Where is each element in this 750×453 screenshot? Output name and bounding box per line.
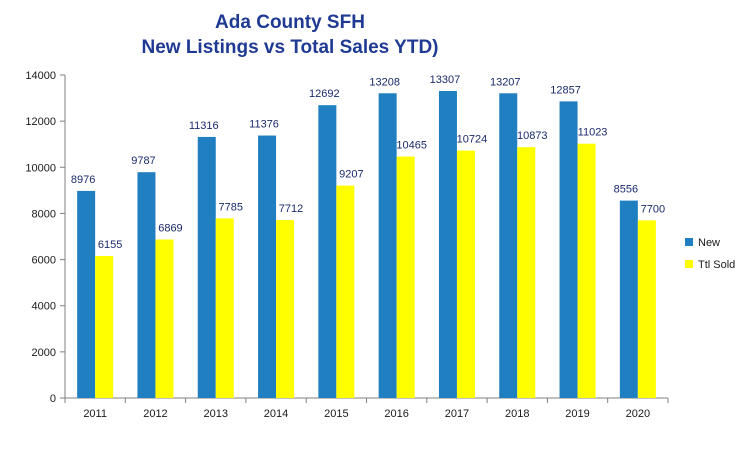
x-tick-label: 2017 <box>445 408 469 420</box>
x-tick-label: 2011 <box>83 408 107 420</box>
bar-new <box>438 90 457 399</box>
y-tick-label: 8000 <box>32 208 56 220</box>
data-label: 8976 <box>71 174 95 186</box>
bar-new <box>137 172 156 398</box>
bar-new <box>619 200 638 398</box>
data-label: 13208 <box>369 76 400 88</box>
bar-new <box>318 105 337 398</box>
data-label: 6155 <box>98 239 122 251</box>
bar-new <box>258 135 277 398</box>
data-label: 11023 <box>578 127 608 139</box>
data-label: 7785 <box>219 201 243 213</box>
bar-new <box>77 190 96 398</box>
data-label: 9207 <box>339 169 363 181</box>
x-tick-label: 2014 <box>264 408 288 420</box>
bar-ttl-sold <box>396 156 415 398</box>
data-label: 10465 <box>396 140 427 152</box>
bar-ttl-sold <box>276 220 295 398</box>
data-label: 11316 <box>189 120 219 132</box>
data-label: 10873 <box>517 130 548 142</box>
bar-ttl-sold <box>215 218 234 398</box>
legend-label: Ttl Sold <box>698 259 735 271</box>
data-label: 12692 <box>309 88 340 100</box>
x-tick-label: 2015 <box>324 408 348 420</box>
bar-ttl-sold <box>155 239 174 398</box>
data-label: 12857 <box>550 84 581 96</box>
data-label: 8556 <box>614 184 638 196</box>
y-tick-label: 10000 <box>25 162 56 174</box>
legend-label: New <box>698 237 720 249</box>
legend-swatch <box>685 260 693 268</box>
chart-title-line-1: Ada County SFH <box>215 12 365 33</box>
bar-new <box>559 101 578 399</box>
x-tick-label: 2016 <box>384 408 408 420</box>
bar-ttl-sold <box>456 150 475 398</box>
y-tick-label: 14000 <box>25 70 56 82</box>
bar-new <box>378 93 397 398</box>
x-tick-label: 2013 <box>204 408 228 420</box>
x-tick-label: 2012 <box>143 408 167 420</box>
bar-ttl-sold <box>95 255 114 398</box>
y-tick-label: 0 <box>50 393 56 405</box>
bar-ttl-sold <box>517 147 536 398</box>
data-label: 10724 <box>457 134 488 146</box>
x-tick-label: 2018 <box>505 408 529 420</box>
legend-swatch <box>685 238 693 246</box>
bar-new <box>499 93 518 398</box>
x-tick-label: 2019 <box>565 408 589 420</box>
data-label: 7700 <box>641 203 665 215</box>
data-label: 9787 <box>131 155 155 167</box>
chart-title-line-2: New Listings vs Total Sales YTD) <box>141 37 438 58</box>
x-tick-label: 2020 <box>626 408 650 420</box>
data-label: 13307 <box>430 74 461 86</box>
bar-ttl-sold <box>637 220 656 398</box>
y-tick-label: 12000 <box>25 116 56 128</box>
bar-new <box>197 136 216 399</box>
legend: New Ttl Sold <box>685 237 735 271</box>
data-label: 6869 <box>158 223 182 235</box>
y-tick-label: 2000 <box>32 347 56 359</box>
data-label: 7712 <box>279 203 303 215</box>
data-label: 13207 <box>490 76 521 88</box>
data-label: 11376 <box>249 119 279 131</box>
y-tick-label: 4000 <box>32 301 56 313</box>
plot-area: 0 2000 4000 6000 8000 10000 12000 14000 2011 8976… <box>25 70 669 420</box>
y-tick-label: 6000 <box>32 255 56 267</box>
bar-ttl-sold <box>577 143 596 398</box>
bar-ttl-sold <box>336 185 355 398</box>
